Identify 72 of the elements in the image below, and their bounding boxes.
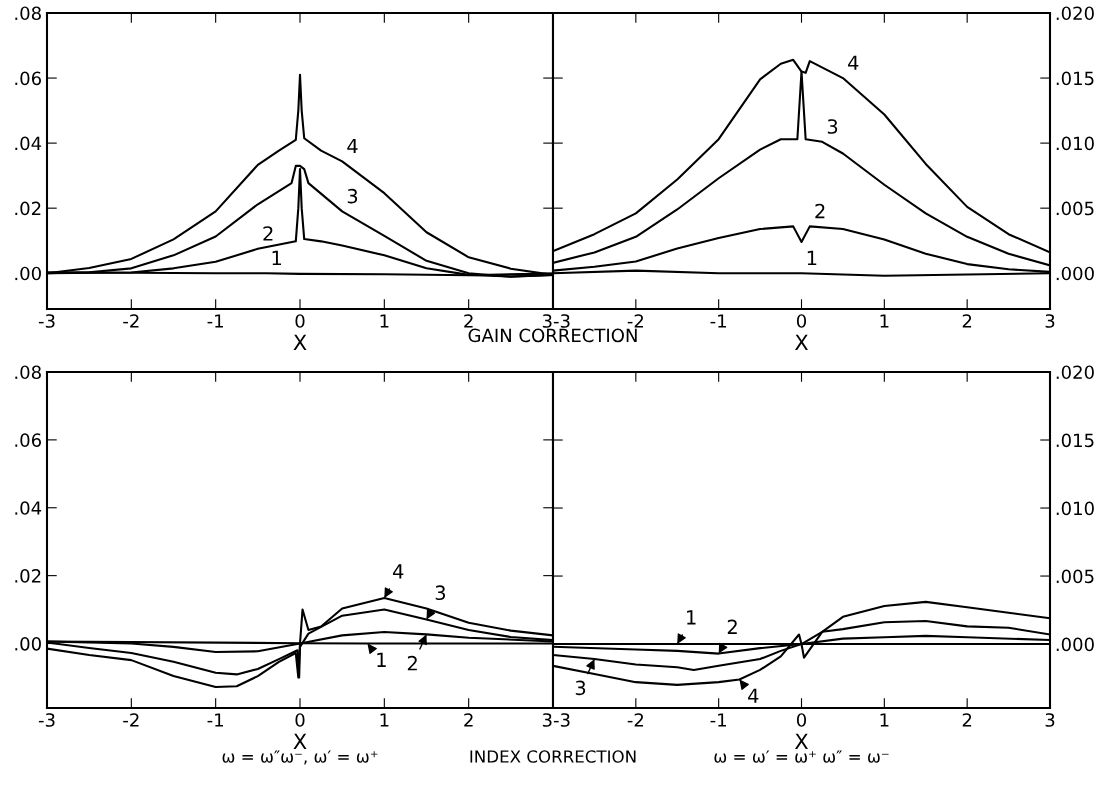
text: INDEX CORRECTION <box>470 750 636 763</box>
annotation: 3 <box>435 585 446 601</box>
x-tick-label: 2 <box>464 314 473 328</box>
x-tick-label: -2 <box>123 713 139 727</box>
y-tick-label: .005 <box>1056 201 1094 216</box>
x-tick-label: -1 <box>207 314 223 328</box>
annotation: 1 <box>687 610 696 625</box>
annotation: 4 <box>392 564 404 579</box>
x-axis-title: X <box>794 334 808 350</box>
x-tick-label: -3 <box>38 314 55 328</box>
x-tick-label: 0 <box>796 314 807 328</box>
annotation: 3 <box>827 119 838 134</box>
annotation: 2 <box>727 619 737 634</box>
y-tick-label: .020 <box>1056 6 1094 21</box>
y-tick-label: .000 <box>1056 637 1094 652</box>
y-tick-label: .00 <box>15 636 41 651</box>
y-tick-label: .04 <box>15 501 42 515</box>
x-tick-label: 3 <box>1045 713 1055 727</box>
annotation: 4 <box>347 138 358 154</box>
x-tick-label: 1 <box>380 713 389 727</box>
y-tick-label: .08 <box>15 6 41 21</box>
annotation: 2 <box>815 203 825 219</box>
annotation: 4 <box>848 55 859 70</box>
annotation: 3 <box>575 680 586 696</box>
text: GAIN CORRECTION <box>468 328 637 343</box>
y-tick-label: .06 <box>15 71 41 86</box>
y-tick-label: .010 <box>1056 501 1094 516</box>
x-tick-label: 0 <box>796 713 807 727</box>
annotation: 2 <box>407 655 417 671</box>
y-tick-label: .000 <box>1056 266 1094 281</box>
x-tick-label: -3 <box>553 314 570 328</box>
x-tick-label: -1 <box>207 713 223 727</box>
x-tick-label: -2 <box>627 713 644 727</box>
text: ω = ω′ = ω⁺ ω″ = ω⁻ <box>714 750 889 763</box>
annotation: 2 <box>263 226 273 241</box>
annotation: 3 <box>347 188 358 204</box>
y-tick-label: .08 <box>15 365 41 380</box>
y-tick-label: .06 <box>15 433 41 447</box>
annotation: 1 <box>377 652 386 667</box>
annotation: 1 <box>807 250 817 266</box>
y-tick-label: .00 <box>15 266 41 281</box>
text: ω = ω″ω⁻, ω′ = ω⁺ <box>222 750 378 765</box>
x-tick-label: 3 <box>1045 314 1055 328</box>
x-tick-label: 0 <box>295 713 305 727</box>
x-tick-label: 0 <box>295 314 305 328</box>
x-axis-title: X <box>794 733 808 749</box>
y-tick-label: .015 <box>1056 433 1094 448</box>
x-tick-label: -1 <box>710 314 726 328</box>
x-tick-label: 2 <box>464 713 473 727</box>
annotation: 4 <box>748 688 759 703</box>
x-tick-label: -1 <box>710 713 726 727</box>
x-axis-title: X <box>293 334 307 350</box>
y-tick-label: .015 <box>1056 71 1094 86</box>
y-tick-label: .02 <box>15 201 41 216</box>
x-tick-label: 1 <box>880 314 889 328</box>
y-tick-label: .020 <box>1056 365 1094 380</box>
x-tick-label: 3 <box>542 713 552 727</box>
x-tick-label: -3 <box>38 713 55 727</box>
x-tick-label: 2 <box>962 713 972 727</box>
x-tick-label: -3 <box>553 713 570 727</box>
annotation: 1 <box>272 250 282 266</box>
y-tick-label: .02 <box>15 569 41 583</box>
y-tick-label: .005 <box>1056 569 1094 584</box>
x-tick-label: 1 <box>380 314 389 328</box>
y-tick-label: .04 <box>15 136 42 151</box>
x-tick-label: -2 <box>123 314 139 328</box>
x-tick-label: 2 <box>962 314 972 328</box>
x-axis-title: X <box>293 733 307 749</box>
y-tick-label: .010 <box>1056 136 1094 151</box>
x-tick-label: 3 <box>542 314 552 328</box>
x-tick-label: 1 <box>880 713 889 727</box>
x-tick-label: -2 <box>627 314 644 328</box>
